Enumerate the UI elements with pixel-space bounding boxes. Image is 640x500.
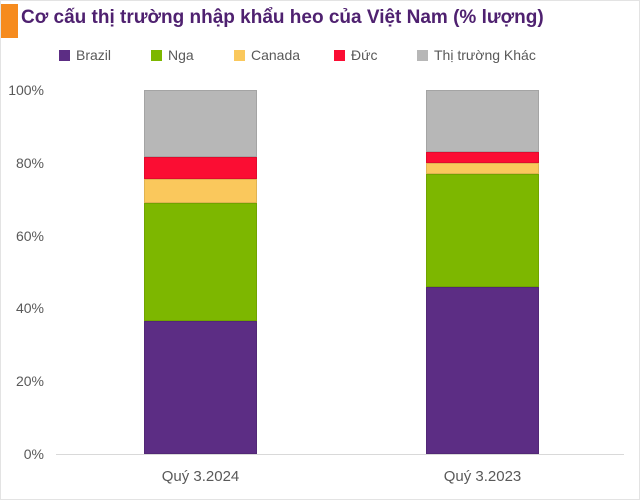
legend-swatch-icon [334, 49, 345, 61]
bar-segment-canada [426, 162, 539, 174]
y-axis-tick-label: 80% [15, 154, 44, 171]
legend-swatch-icon [417, 49, 428, 61]
bar-segment-canada [144, 179, 257, 203]
legend-swatch-icon [59, 49, 70, 61]
y-axis-tick-label: 40% [15, 300, 44, 317]
bar-segment-thị-trường-khác [144, 90, 257, 158]
legend-swatch-icon [151, 49, 162, 61]
y-axis-tick-label: 20% [15, 373, 44, 390]
bar-segment-nga [426, 173, 539, 287]
x-axis-category-label: Quý 3.2023 [443, 468, 522, 485]
stacked-bar-quý-3.2023 [426, 90, 539, 454]
legend-label: Thị trường Khác [434, 47, 536, 63]
stacked-bar-quý-3.2024 [144, 90, 257, 454]
legend: Brazil Nga Canada Đức Thị trường Khác [1, 47, 639, 65]
legend-item-1: Brazil [59, 47, 111, 63]
legend-item-5: Thị trường Khác [417, 47, 536, 63]
legend-label: Đức [351, 47, 378, 63]
legend-item-2: Nga [151, 47, 194, 63]
y-axis-tick-label: 60% [15, 227, 44, 244]
x-axis-line [56, 454, 624, 455]
bar-segment-đức [426, 151, 539, 163]
y-axis-tick-label: 100% [8, 82, 44, 98]
legend-item-3: Canada [234, 47, 300, 63]
legend-swatch-icon [234, 49, 245, 61]
legend-label: Brazil [76, 47, 112, 63]
y-axis-tick-label: 0% [23, 446, 44, 462]
chart-title: Cơ cấu thị trường nhập khẩu heo của Việt… [21, 7, 544, 28]
bar-segment-thị-trường-khác [426, 90, 539, 152]
legend-item-4: Đức [334, 47, 377, 63]
legend-label: Canada [251, 47, 301, 63]
bar-segment-nga [144, 202, 257, 322]
bar-segment-brazil [426, 286, 539, 454]
legend-label: Nga [168, 47, 194, 63]
bar-segment-đức [144, 157, 257, 180]
title-accent-block [1, 4, 18, 38]
x-axis-category-label: Quý 3.2024 [161, 468, 240, 485]
bar-segment-brazil [144, 321, 257, 454]
